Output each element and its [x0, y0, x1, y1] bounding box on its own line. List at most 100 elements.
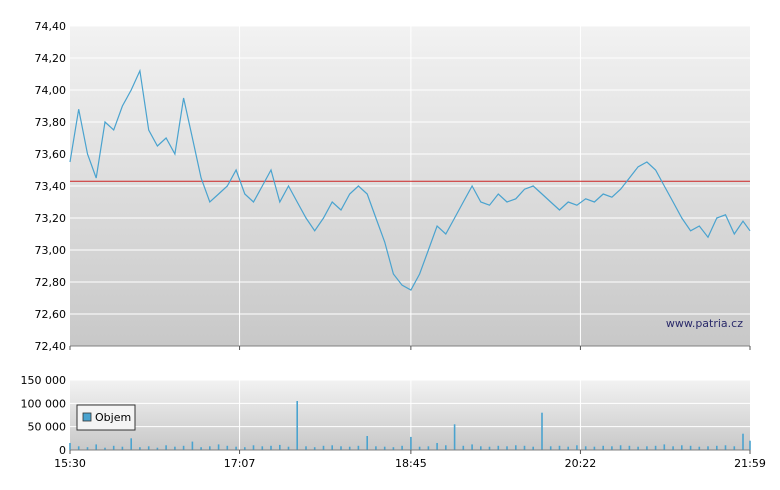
volume-chart: 0 50 000 100 000 150 000 15:30 17:07 18:45 20:…	[21, 374, 766, 470]
volume-bar	[313, 447, 316, 450]
volume-bar	[235, 446, 237, 450]
volume-bar	[602, 445, 604, 450]
volume-bar	[191, 441, 194, 450]
price-y-tick-label: 73,40	[35, 180, 67, 193]
legend-swatch	[82, 412, 92, 422]
volume-legend: Objem	[76, 404, 136, 431]
volume-bar	[331, 445, 333, 450]
price-grid	[70, 25, 750, 346]
volume-bar	[401, 445, 403, 450]
volume-bar	[139, 447, 141, 450]
volume-bar	[716, 445, 718, 450]
volume-bar	[130, 438, 132, 450]
volume-bar	[287, 446, 290, 450]
volume-bar	[112, 445, 115, 450]
volume-bar	[200, 447, 202, 450]
price-y-tick-label: 73,80	[35, 116, 67, 129]
volume-y-tick-label: 0	[59, 444, 66, 457]
volume-bar	[541, 412, 543, 450]
volume-bar	[270, 445, 272, 450]
watermark: www.patria.cz	[666, 317, 743, 330]
volume-bar	[593, 446, 596, 450]
volume-bar	[410, 436, 412, 450]
volume-bar	[174, 446, 176, 450]
volume-bar	[637, 446, 639, 450]
volume-x-tick-label: 15:30	[54, 457, 86, 470]
volume-y-tick-label: 150 000	[21, 374, 67, 387]
volume-bar	[357, 445, 360, 450]
volume-bar	[445, 445, 447, 450]
volume-bar	[418, 446, 421, 450]
volume-bar	[654, 445, 657, 450]
volume-bar	[244, 447, 246, 450]
volume-bar	[663, 444, 666, 450]
volume-x-tick-label: 21:59	[734, 457, 766, 470]
volume-bar	[261, 446, 264, 450]
volume-x-tick-label: 18:45	[395, 457, 427, 470]
volume-bar	[453, 424, 456, 450]
price-y-tick-label: 72,60	[35, 308, 67, 321]
volume-bar	[375, 446, 377, 450]
volume-bar	[707, 446, 709, 450]
volume-bar	[86, 447, 89, 450]
price-y-tick-label: 74,40	[35, 20, 67, 33]
price-y-tick-label: 72,40	[35, 340, 67, 353]
volume-bar	[515, 445, 517, 450]
volume-bar	[646, 446, 648, 450]
volume-bar	[340, 446, 342, 450]
volume-x-tick-label: 17:07	[224, 457, 256, 470]
volume-bar	[69, 443, 71, 450]
volume-bar	[724, 445, 727, 450]
volume-bar	[217, 444, 220, 450]
price-y-tick-label: 74,20	[35, 52, 67, 65]
volume-bar	[296, 401, 298, 450]
price-chart: 72,40 72,60 72,80 73,00 73,20 73,40 73,60 73,80…	[35, 20, 751, 353]
volume-bar	[619, 445, 622, 450]
volume-bar	[742, 433, 744, 450]
volume-bar	[506, 446, 508, 450]
volume-bar	[322, 445, 325, 450]
volume-bar	[698, 446, 701, 450]
volume-bar	[576, 445, 578, 450]
volume-bar	[749, 440, 751, 450]
price-y-tick-labels: 72,40 72,60 72,80 73,00 73,20 73,40 73,60 73,80…	[35, 20, 67, 353]
volume-bar	[147, 446, 150, 450]
price-x-tick-marks	[69, 346, 751, 350]
volume-bar	[305, 446, 307, 450]
volume-bar	[121, 446, 124, 450]
volume-bar	[584, 446, 587, 450]
volume-bar	[733, 446, 736, 450]
volume-bar	[628, 445, 631, 450]
price-y-tick-label: 73,20	[35, 212, 67, 225]
volume-bar	[95, 444, 97, 450]
volume-plot-background	[70, 380, 750, 450]
price-y-tick-label: 74,00	[35, 84, 67, 97]
volume-bar	[462, 445, 465, 450]
volume-bar	[672, 446, 674, 450]
volume-bar	[383, 446, 386, 450]
volume-bar	[436, 443, 438, 450]
volume-y-tick-label: 100 000	[21, 397, 67, 410]
volume-bar	[471, 444, 473, 450]
price-y-tick-label: 73,60	[35, 148, 67, 161]
volume-bar	[523, 445, 526, 450]
price-series-line	[69, 68, 751, 291]
volume-bar	[567, 446, 569, 450]
price-y-tick-label: 73,00	[35, 244, 67, 257]
volume-bar	[209, 446, 211, 450]
volume-bar	[366, 436, 368, 450]
volume-bar	[156, 447, 159, 450]
volume-bars	[69, 401, 751, 450]
volume-bar	[558, 445, 561, 450]
volume-y-tick-label: 50 000	[28, 421, 67, 434]
volume-bar	[681, 445, 683, 450]
volume-x-tick-label: 20:22	[565, 457, 597, 470]
volume-y-tick-labels: 0 50 000 100 000 150 000	[21, 374, 67, 457]
volume-x-tick-labels: 15:30 17:07 18:45 20:22 21:59	[54, 450, 766, 470]
volume-bar	[488, 446, 491, 450]
volume-bar	[77, 446, 80, 450]
volume-bar	[165, 445, 167, 450]
volume-bar	[689, 445, 692, 450]
volume-bar	[392, 447, 395, 450]
